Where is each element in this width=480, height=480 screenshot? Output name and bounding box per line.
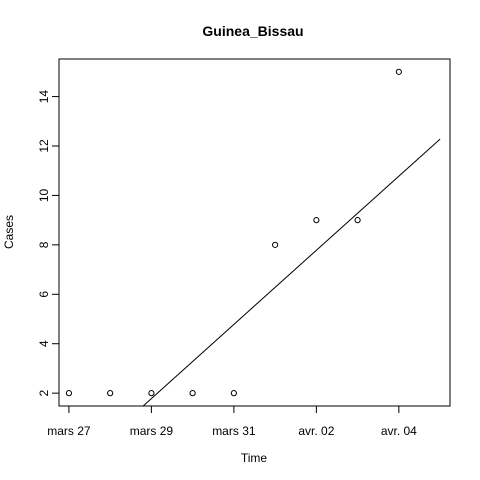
data-point bbox=[149, 391, 154, 396]
y-tick-label: 8 bbox=[37, 241, 51, 248]
data-point bbox=[273, 242, 278, 247]
data-point bbox=[190, 391, 195, 396]
x-axis: mars 27 mars 29 mars 31 avr. 02 avr. 04 bbox=[47, 406, 417, 438]
y-tick-label: 2 bbox=[37, 389, 51, 396]
x-axis-label: Time bbox=[241, 451, 268, 465]
y-tick-label: 12 bbox=[37, 139, 51, 153]
x-tick-label: avr. 04 bbox=[381, 424, 417, 438]
x-tick-label: mars 27 bbox=[47, 424, 91, 438]
data-point bbox=[396, 69, 401, 74]
y-tick-label: 4 bbox=[37, 340, 51, 347]
x-tick-label: mars 29 bbox=[130, 424, 174, 438]
chart-title: Guinea_Bissau bbox=[202, 23, 303, 39]
trend-line-group bbox=[69, 139, 440, 473]
data-point bbox=[66, 391, 71, 396]
y-axis: 2 4 6 8 10 12 14 bbox=[37, 90, 59, 397]
data-point bbox=[108, 391, 113, 396]
trend-line bbox=[69, 139, 440, 473]
y-tick-label: 10 bbox=[37, 188, 51, 202]
x-tick-label: avr. 02 bbox=[298, 424, 334, 438]
plot-frame bbox=[59, 59, 450, 406]
y-axis-label: Cases bbox=[2, 215, 16, 249]
y-tick-label: 6 bbox=[37, 291, 51, 298]
x-tick-label: mars 31 bbox=[212, 424, 256, 438]
y-tick-label: 14 bbox=[37, 90, 51, 104]
data-point bbox=[355, 218, 360, 223]
data-points bbox=[66, 69, 401, 395]
data-point bbox=[231, 391, 236, 396]
data-point bbox=[314, 218, 319, 223]
